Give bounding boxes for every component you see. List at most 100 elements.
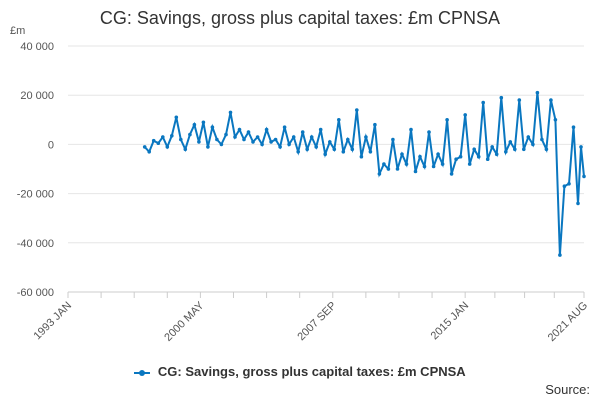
data-point[interactable]: [346, 137, 350, 142]
data-point[interactable]: [314, 145, 319, 149]
data-point[interactable]: [449, 172, 454, 176]
data-point[interactable]: [246, 130, 251, 134]
data-point[interactable]: [233, 135, 237, 139]
data-point[interactable]: [228, 110, 233, 115]
data-point[interactable]: [305, 147, 310, 152]
data-point[interactable]: [562, 184, 567, 188]
data-point[interactable]: [350, 147, 355, 152]
data-point[interactable]: [431, 164, 436, 169]
data-point[interactable]: [508, 140, 513, 144]
data-point[interactable]: [170, 134, 174, 138]
data-point[interactable]: [282, 125, 287, 129]
data-point[interactable]: [318, 127, 323, 132]
legend[interactable]: CG: Savings, gross plus capital taxes: £…: [0, 364, 600, 379]
data-point[interactable]: [201, 120, 206, 125]
data-point[interactable]: [579, 145, 583, 149]
data-point[interactable]: [571, 125, 576, 129]
data-point[interactable]: [151, 138, 156, 143]
data-point[interactable]: [161, 135, 165, 139]
data-point[interactable]: [278, 145, 282, 149]
data-point[interactable]: [481, 100, 486, 105]
data-point[interactable]: [355, 108, 359, 112]
data-point[interactable]: [400, 152, 404, 156]
data-point[interactable]: [404, 162, 409, 166]
data-point[interactable]: [582, 174, 586, 179]
data-point[interactable]: [242, 137, 246, 142]
data-point[interactable]: [337, 118, 341, 122]
data-point[interactable]: [386, 167, 391, 171]
data-point[interactable]: [197, 140, 201, 144]
data-point[interactable]: [328, 140, 332, 144]
data-point[interactable]: [174, 115, 179, 120]
data-point[interactable]: [567, 182, 571, 186]
data-point[interactable]: [558, 253, 562, 257]
data-point[interactable]: [377, 172, 382, 176]
data-point[interactable]: [463, 113, 468, 117]
data-point[interactable]: [544, 147, 549, 152]
data-point[interactable]: [427, 130, 431, 134]
data-point[interactable]: [273, 137, 278, 142]
data-point[interactable]: [215, 137, 219, 142]
data-point[interactable]: [395, 167, 400, 171]
data-point[interactable]: [291, 135, 296, 139]
data-point[interactable]: [526, 135, 531, 139]
data-point[interactable]: [409, 127, 413, 132]
data-point[interactable]: [251, 140, 255, 144]
data-point[interactable]: [237, 127, 242, 132]
data-point[interactable]: [490, 145, 495, 149]
data-point[interactable]: [192, 122, 197, 127]
data-point[interactable]: [206, 145, 210, 149]
data-point[interactable]: [183, 147, 188, 152]
data-point[interactable]: [165, 145, 170, 149]
data-point[interactable]: [156, 141, 161, 145]
data-point[interactable]: [368, 150, 373, 154]
data-point[interactable]: [576, 201, 580, 206]
data-point[interactable]: [391, 137, 395, 142]
data-point[interactable]: [287, 142, 291, 147]
data-point[interactable]: [255, 135, 260, 139]
data-point[interactable]: [540, 137, 544, 142]
data-point[interactable]: [422, 164, 427, 169]
data-point[interactable]: [296, 150, 301, 154]
data-point[interactable]: [210, 125, 215, 129]
data-point[interactable]: [513, 147, 517, 152]
data-point[interactable]: [224, 132, 228, 137]
data-point[interactable]: [531, 142, 535, 147]
data-point[interactable]: [264, 127, 269, 132]
data-point[interactable]: [179, 137, 183, 142]
data-point[interactable]: [485, 157, 490, 161]
data-point[interactable]: [269, 140, 273, 144]
data-point[interactable]: [382, 162, 386, 166]
data-point[interactable]: [454, 157, 458, 161]
data-point[interactable]: [188, 132, 192, 137]
data-point[interactable]: [458, 154, 463, 159]
data-point[interactable]: [549, 98, 553, 102]
data-point[interactable]: [341, 150, 346, 154]
data-point[interactable]: [332, 147, 337, 152]
data-point[interactable]: [472, 147, 477, 152]
data-point[interactable]: [323, 152, 328, 156]
data-point[interactable]: [553, 118, 558, 122]
data-point[interactable]: [522, 147, 526, 152]
data-point[interactable]: [504, 150, 508, 154]
data-point[interactable]: [494, 152, 499, 156]
data-point[interactable]: [300, 130, 305, 134]
data-point[interactable]: [440, 162, 445, 166]
data-point[interactable]: [467, 162, 472, 166]
data-point[interactable]: [309, 135, 314, 139]
data-point[interactable]: [476, 154, 481, 159]
data-point[interactable]: [418, 154, 422, 159]
data-point[interactable]: [436, 152, 440, 156]
data-point[interactable]: [364, 135, 368, 139]
data-point[interactable]: [517, 98, 522, 102]
data-point[interactable]: [359, 154, 364, 159]
data-point[interactable]: [445, 118, 449, 122]
data-point[interactable]: [219, 142, 224, 147]
data-point[interactable]: [142, 145, 147, 149]
data-point[interactable]: [413, 169, 418, 174]
data-point[interactable]: [260, 142, 264, 147]
data-point[interactable]: [535, 90, 540, 95]
data-point[interactable]: [147, 150, 151, 154]
data-point[interactable]: [499, 95, 504, 100]
data-point[interactable]: [373, 122, 377, 127]
